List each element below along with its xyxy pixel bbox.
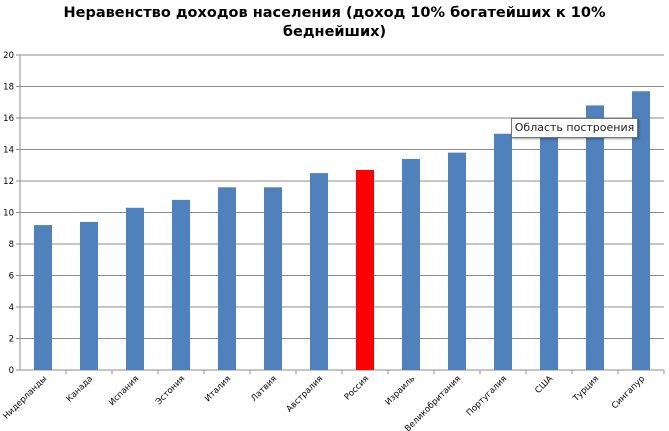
bar-13	[586, 105, 604, 371]
bar-6	[264, 187, 282, 370]
x-tick-label: Италия	[203, 374, 233, 404]
bar-10	[448, 152, 466, 370]
y-tick-label: 6	[9, 272, 14, 282]
x-tick-label: Канада	[65, 374, 95, 404]
bar-1	[34, 225, 52, 370]
bar-5	[218, 187, 236, 370]
bar-9	[402, 158, 420, 370]
y-tick-label: 18	[3, 83, 14, 93]
x-tick-label: США	[533, 374, 555, 396]
plot-area-tooltip: Область построения	[511, 118, 638, 138]
y-tick-label: 8	[9, 240, 14, 250]
y-tick-label: 4	[9, 303, 14, 313]
chart-title-line-2: беднейших)	[282, 24, 387, 40]
bar-11	[494, 133, 512, 370]
x-tick-label: Израиль	[384, 374, 418, 408]
bar-2	[80, 221, 98, 370]
y-tick-label: 12	[3, 177, 14, 187]
bar-12	[540, 119, 558, 370]
x-tick-label: Сингапур	[610, 374, 647, 411]
y-tick-label: 0	[9, 366, 14, 376]
chart-title-line-1: Неравенство доходов населения (доход 10%…	[63, 5, 606, 21]
x-tick-label: Россия	[343, 374, 372, 403]
x-tick-label: Австралия	[285, 374, 325, 414]
bar-8	[356, 169, 374, 370]
x-tick-label: Нидерланды	[2, 374, 50, 422]
y-tick-label: 2	[9, 335, 14, 345]
bar-14	[632, 91, 650, 370]
x-tick-label: Турция	[571, 374, 601, 404]
x-tick-label: Латвия	[249, 374, 279, 404]
bar-4	[172, 199, 190, 370]
bar-7	[310, 173, 328, 370]
y-tick-label: 16	[3, 114, 14, 124]
y-tick-label: 10	[3, 209, 14, 219]
x-tick-label: Эстония	[154, 374, 187, 407]
x-tick-label: Испания	[107, 374, 141, 408]
y-tick-label: 14	[3, 146, 14, 156]
chart-title: Неравенство доходов населения (доход 10%…	[0, 4, 669, 42]
bar-3	[126, 207, 144, 370]
y-tick-label: 20	[3, 51, 14, 61]
x-tick-label: Португалия	[465, 374, 509, 418]
